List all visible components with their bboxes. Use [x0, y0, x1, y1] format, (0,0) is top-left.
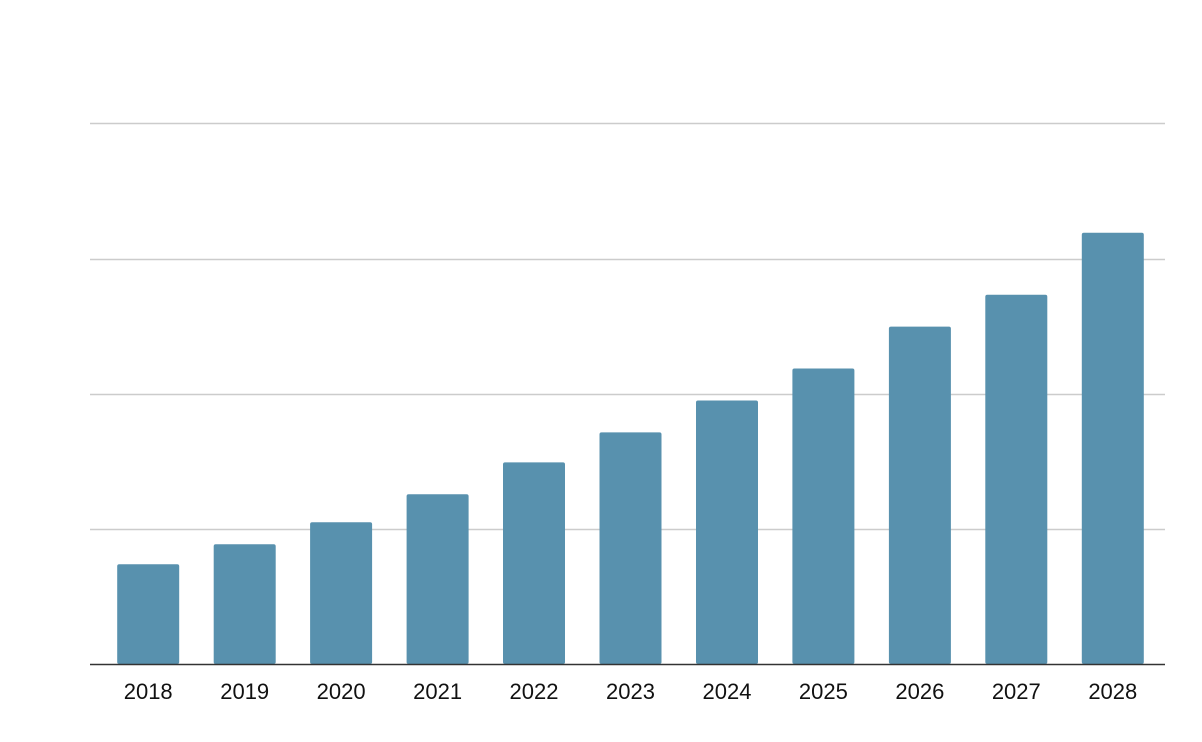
x-tick-label-2021: 2021 — [413, 679, 462, 704]
bar-2026 — [888, 326, 951, 664]
bar-2024 — [696, 400, 758, 664]
x-tick-label-2025: 2025 — [799, 679, 848, 704]
bar-2028 — [1081, 232, 1144, 665]
bar-2018 — [117, 564, 180, 664]
x-tick-label-2018: 2018 — [124, 679, 173, 704]
bar-2023 — [599, 432, 662, 664]
x-tick-label-2028: 2028 — [1088, 679, 1137, 704]
x-tick-label-2027: 2027 — [992, 679, 1041, 704]
x-tick-label-2020: 2020 — [317, 679, 366, 704]
bar-2022 — [503, 462, 565, 664]
bars — [117, 232, 1144, 665]
bar-2021 — [406, 494, 469, 664]
x-tick-label-2023: 2023 — [606, 679, 655, 704]
bar-2020 — [310, 522, 373, 664]
bar-2027 — [985, 294, 1048, 664]
bar-2025 — [792, 368, 855, 664]
x-tick-label-2024: 2024 — [703, 679, 752, 704]
x-tick-label-2019: 2019 — [220, 679, 269, 704]
x-tick-label-2022: 2022 — [510, 679, 559, 704]
x-axis-tick-labels: 2018 2019 2020 2021 2022 2023 2024 2025 2026 2027… — [124, 679, 1138, 704]
bar-2019 — [213, 544, 276, 664]
x-tick-label-2026: 2026 — [895, 679, 944, 704]
